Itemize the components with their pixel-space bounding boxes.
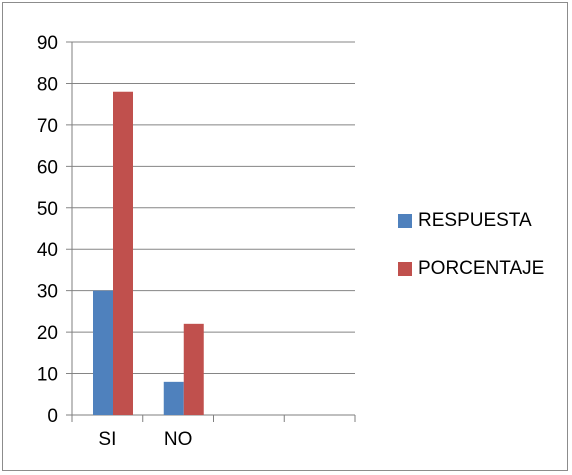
y-tick-label: 30 (37, 282, 58, 303)
x-tick-label: NO (164, 429, 193, 450)
legend-label-respuesta: RESPUESTA (418, 210, 532, 231)
legend-swatch-porcentaje (398, 262, 412, 276)
y-tick-label: 20 (37, 323, 58, 344)
y-tick-label: 40 (37, 240, 58, 261)
legend-swatch-respuesta (398, 214, 412, 228)
y-tick-label: 50 (37, 199, 58, 220)
chart-legend: RESPUESTA PORCENTAJE (398, 209, 544, 305)
legend-label-porcentaje: PORCENTAJE (418, 258, 545, 279)
y-tick-label: 90 (37, 33, 58, 54)
y-tick-label: 0 (47, 406, 58, 427)
y-tick-label: 60 (37, 157, 58, 178)
bar-respuesta-no (163, 381, 184, 415)
y-tick-label: 10 (37, 365, 58, 386)
bar-porcentaje-si (113, 91, 133, 415)
y-tick-label: 80 (37, 74, 58, 95)
legend-item-respuesta: RESPUESTA (398, 209, 544, 233)
x-tick-label: SI (98, 429, 116, 450)
bar-respuesta-si (93, 290, 113, 415)
y-tick-label: 70 (37, 116, 58, 137)
legend-item-porcentaje: PORCENTAJE (398, 257, 544, 281)
bar-porcentaje-no (183, 323, 204, 415)
